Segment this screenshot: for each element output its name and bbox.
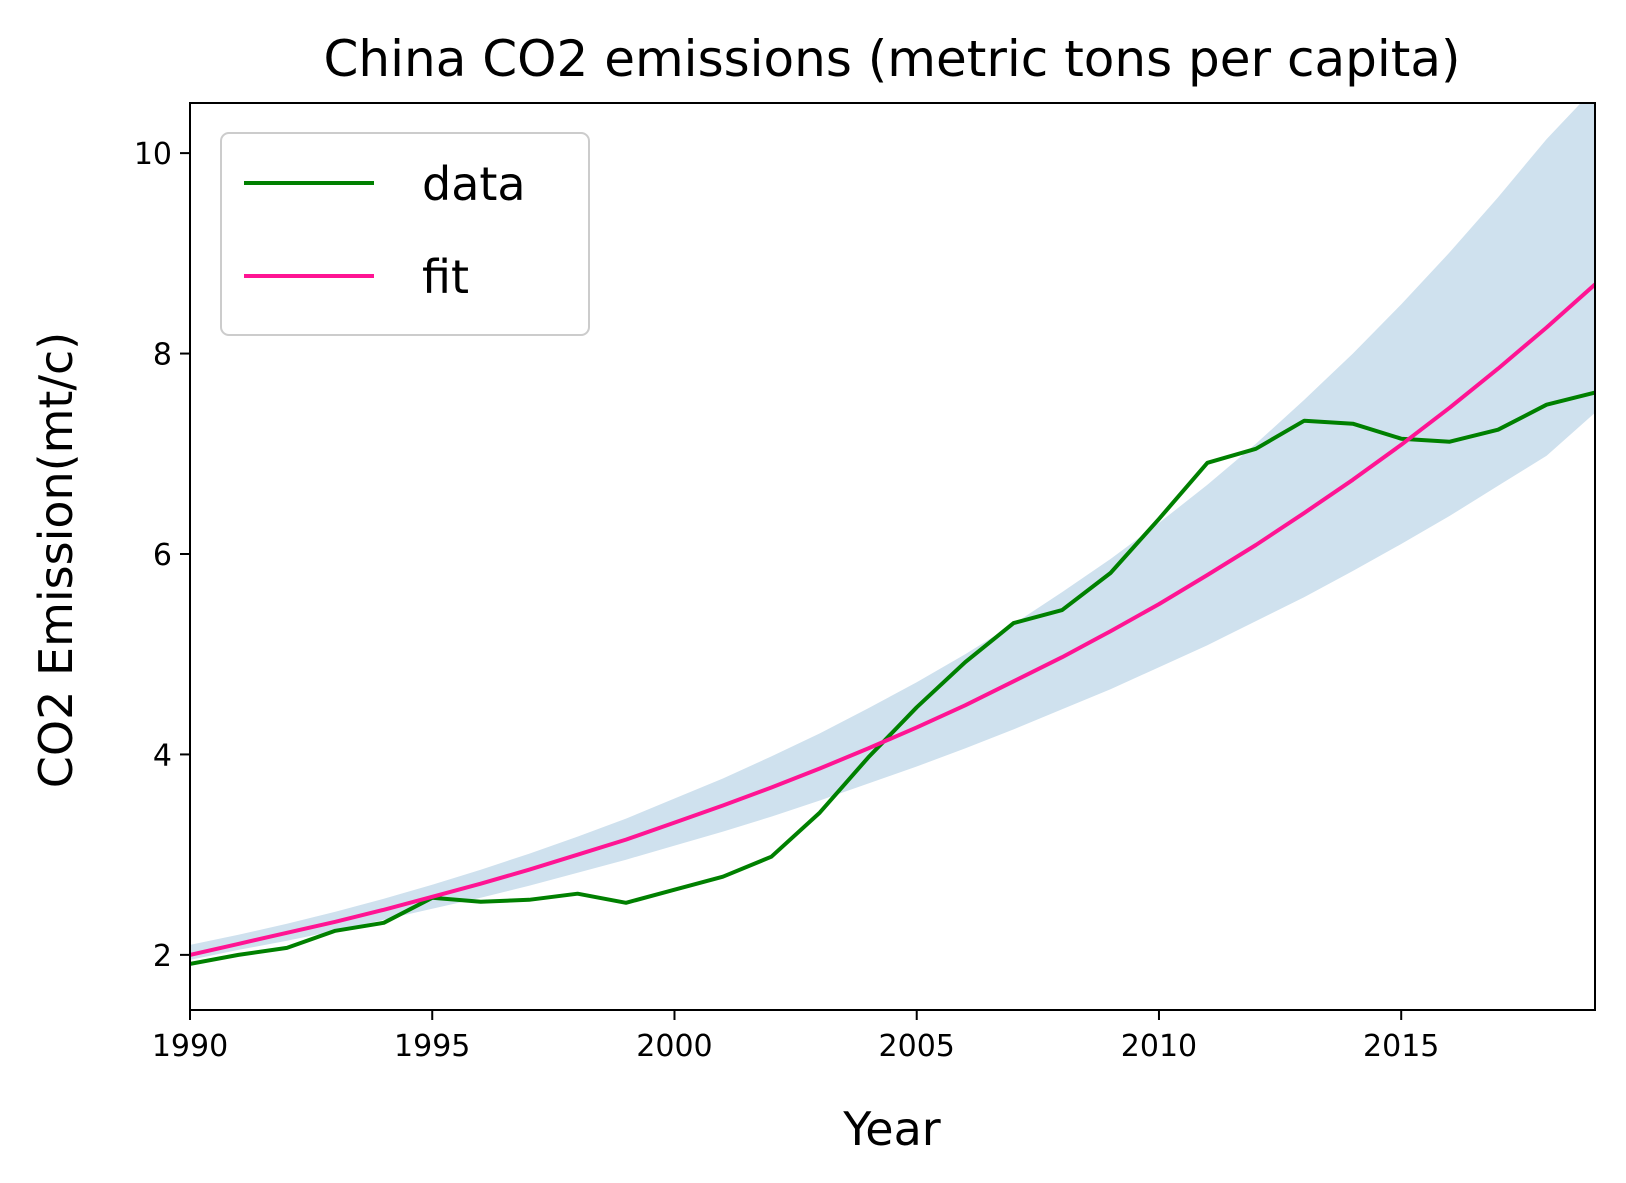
x-tick-label: 1990 [152, 1029, 228, 1064]
y-axis-ticks: 2 4 6 8 10 [134, 137, 190, 974]
y-tick-label: 10 [134, 137, 172, 172]
x-tick-label: 2015 [1363, 1029, 1439, 1064]
confidence-band [190, 103, 1595, 960]
x-tick-label: 1995 [394, 1029, 470, 1064]
series-layer [190, 282, 1595, 966]
x-tick-label: 2010 [1121, 1029, 1197, 1064]
y-tick-label: 8 [153, 338, 172, 373]
x-tick-label: 2005 [879, 1029, 955, 1064]
y-tick-label: 4 [153, 738, 172, 773]
y-tick-label: 6 [153, 538, 172, 573]
legend: data fit [220, 132, 590, 336]
plot-frame [189, 102, 1596, 1011]
x-axis-label: Year [842, 1102, 940, 1156]
legend-box [220, 132, 590, 336]
legend-label-data: data [422, 157, 526, 211]
confidence-band-layer [190, 103, 1595, 960]
series-line-fit [190, 282, 1595, 957]
x-tick-label: 2000 [636, 1029, 712, 1064]
x-axis-ticks: 1990 1995 2000 2005 2010 2015 [152, 1010, 1439, 1064]
series-line-data [190, 390, 1595, 966]
chart-title: China CO2 emissions (metric tons per cap… [324, 30, 1461, 88]
legend-label-fit: fit [422, 250, 469, 304]
y-tick-label: 2 [153, 939, 172, 974]
y-axis-label: CO2 Emission(mt/c) [29, 332, 83, 788]
